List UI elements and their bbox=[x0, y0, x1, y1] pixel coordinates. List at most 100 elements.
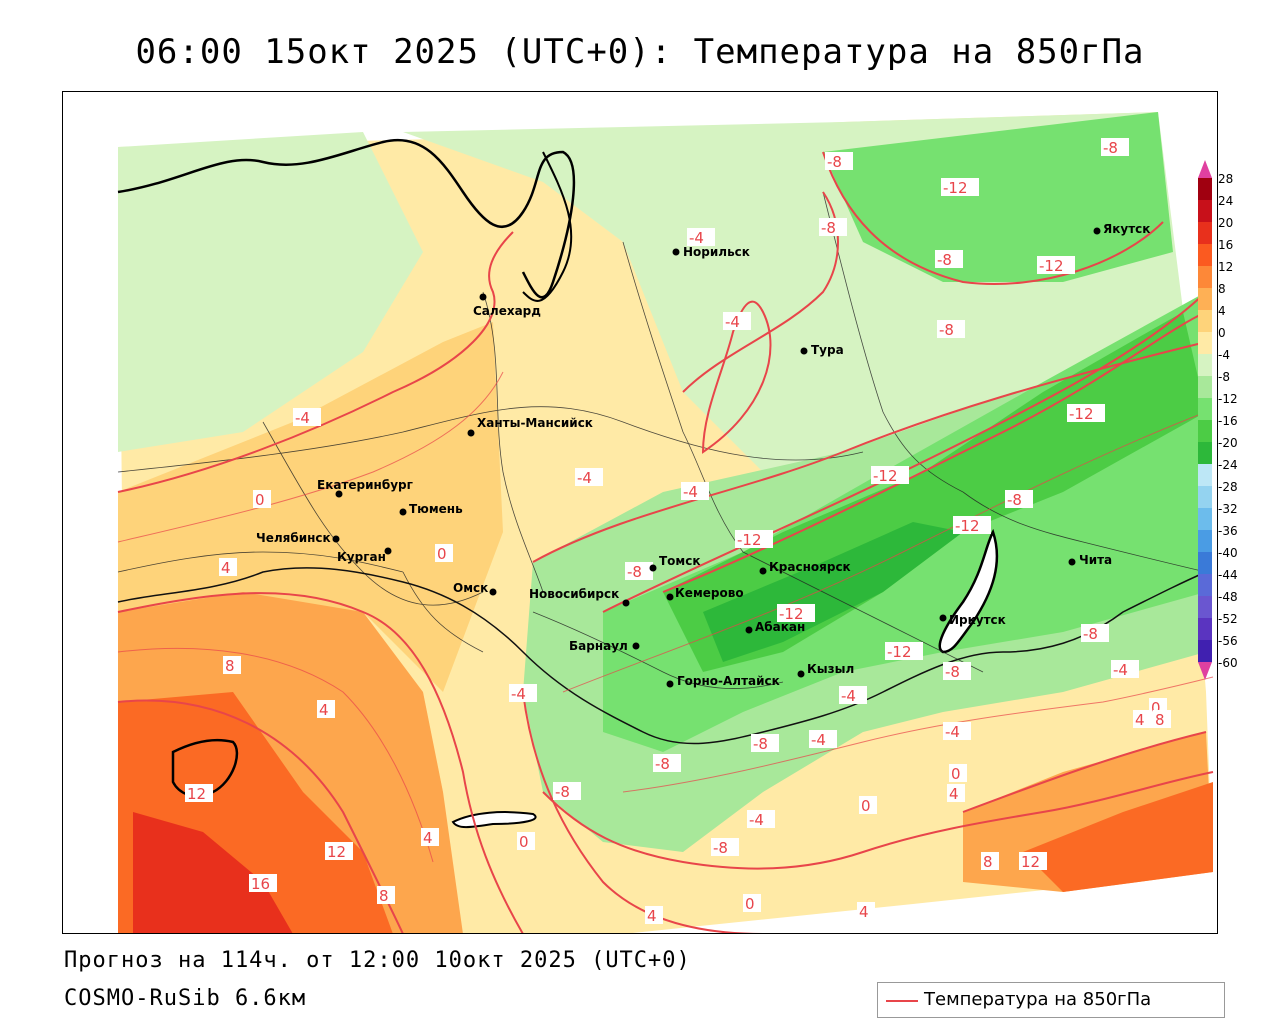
svg-text:-8: -8 bbox=[555, 783, 570, 801]
map-title: 06:00 15окт 2025 (UTC+0): Температура на… bbox=[135, 32, 1145, 72]
svg-text:-8: -8 bbox=[1103, 139, 1118, 157]
iso-label: 0 bbox=[743, 894, 761, 913]
city-tura: Тура bbox=[800, 343, 844, 357]
svg-text:Кемерово: Кемерово bbox=[675, 586, 744, 600]
iso-label: -4 bbox=[809, 730, 837, 749]
city-yekaterinburg: Екатеринбург bbox=[317, 478, 413, 498]
iso-label: -8 bbox=[943, 662, 971, 681]
svg-text:4: 4 bbox=[859, 903, 869, 921]
colorbar-tick: 4 bbox=[1218, 304, 1226, 318]
iso-label: 4 bbox=[1133, 710, 1151, 729]
city-kyzyl: Кызыл bbox=[797, 662, 854, 678]
svg-text:4: 4 bbox=[221, 559, 231, 577]
svg-text:12: 12 bbox=[327, 843, 346, 861]
iso-label: 12 bbox=[325, 842, 353, 861]
city-omsk: Омск bbox=[453, 581, 497, 596]
svg-text:8: 8 bbox=[379, 887, 389, 905]
svg-text:4: 4 bbox=[1135, 711, 1145, 729]
iso-label: -8 bbox=[937, 320, 965, 339]
iso-label: 4 bbox=[645, 906, 663, 925]
legend-label: Температура на 850гПа bbox=[924, 989, 1152, 1010]
svg-text:Норильск: Норильск bbox=[683, 245, 750, 259]
iso-label: 12 bbox=[185, 784, 213, 803]
svg-text:-8: -8 bbox=[939, 321, 954, 339]
svg-text:-4: -4 bbox=[577, 469, 592, 487]
city-abakan: Абакан bbox=[745, 620, 805, 634]
balkhash-lake bbox=[171, 738, 239, 798]
svg-text:-8: -8 bbox=[821, 219, 836, 237]
svg-text:Абакан: Абакан bbox=[755, 620, 805, 634]
colorbar-tick: -32 bbox=[1218, 502, 1238, 516]
iso-label: 4 bbox=[219, 558, 237, 577]
map-canvas: -8 -8 -12 -8 -8 -12 -4 -4 -8 -12 -4 -4 -… bbox=[117, 112, 1214, 933]
city-barnaul: Барнаул bbox=[569, 639, 640, 653]
svg-text:-8: -8 bbox=[1007, 491, 1022, 509]
svg-text:-12: -12 bbox=[955, 517, 980, 535]
iso-label: -8 bbox=[625, 562, 653, 581]
svg-text:-8: -8 bbox=[1083, 625, 1098, 643]
svg-text:-4: -4 bbox=[841, 687, 856, 705]
svg-text:-4: -4 bbox=[945, 723, 960, 741]
iso-label: -12 bbox=[1067, 404, 1105, 423]
svg-text:-4: -4 bbox=[689, 229, 704, 247]
iso-label: 8 bbox=[981, 852, 999, 871]
svg-text:Кызыл: Кызыл bbox=[807, 662, 854, 676]
svg-text:-4: -4 bbox=[683, 483, 698, 501]
city-yakutsk: Якутск bbox=[1093, 222, 1150, 236]
city-kurgan: Курган bbox=[337, 547, 392, 564]
iso-label: -8 bbox=[653, 754, 681, 773]
iso-label: -4 bbox=[575, 468, 603, 487]
svg-text:-8: -8 bbox=[655, 755, 670, 773]
svg-text:12: 12 bbox=[187, 785, 206, 803]
svg-text:Салехард: Салехард bbox=[473, 304, 541, 318]
iso-label: -12 bbox=[885, 642, 923, 661]
svg-text:0: 0 bbox=[255, 491, 265, 509]
colorbar-tick: 8 bbox=[1218, 282, 1226, 296]
zone-cool-west bbox=[118, 132, 423, 452]
svg-text:8: 8 bbox=[1155, 711, 1165, 729]
svg-text:4: 4 bbox=[319, 701, 329, 719]
colorbar-tick: -24 bbox=[1218, 458, 1238, 472]
colorbar-ticks: 28 24 20 16 12 8 4 0 -4 -8 -12 -16 -20 -… bbox=[1218, 172, 1238, 670]
svg-text:-8: -8 bbox=[827, 153, 842, 171]
forecast-info: Прогноз на 114ч. от 12:00 10окт 2025 (UT… bbox=[64, 948, 691, 973]
colorbar-tick: -40 bbox=[1218, 546, 1238, 560]
colorbar-tick: 16 bbox=[1218, 238, 1233, 252]
iso-label: -4 bbox=[747, 810, 775, 829]
iso-label: -8 bbox=[819, 218, 847, 237]
iso-label: -8 bbox=[825, 152, 853, 171]
iso-label: -8 bbox=[553, 782, 581, 801]
svg-text:Тюмень: Тюмень bbox=[409, 502, 463, 516]
svg-text:-12: -12 bbox=[887, 643, 912, 661]
colorbar-tick: -52 bbox=[1218, 612, 1238, 626]
iso-label: -4 bbox=[681, 482, 709, 501]
iso-label: -8 bbox=[711, 838, 739, 857]
iso-label: 0 bbox=[435, 544, 453, 563]
iso-label: 0 bbox=[859, 796, 877, 815]
model-info: COSMO-RuSib 6.6км bbox=[64, 986, 307, 1011]
iso-label: 12 bbox=[1019, 852, 1047, 871]
iso-label: -4 bbox=[1111, 660, 1139, 679]
temperature-map: -8 -8 -12 -8 -8 -12 -4 -4 -8 -12 -4 -4 -… bbox=[62, 91, 1218, 934]
svg-text:-4: -4 bbox=[295, 409, 310, 427]
iso-label: -8 bbox=[1005, 490, 1033, 509]
svg-text:-12: -12 bbox=[737, 531, 762, 549]
svg-text:-12: -12 bbox=[1069, 405, 1094, 423]
legend: Температура на 850гПа bbox=[877, 982, 1225, 1018]
svg-text:Горно-Алтайск: Горно-Алтайск bbox=[677, 674, 780, 688]
svg-text:-12: -12 bbox=[1039, 257, 1064, 275]
svg-text:-12: -12 bbox=[943, 179, 968, 197]
colorbar-tick: -4 bbox=[1218, 348, 1230, 362]
iso-label: -12 bbox=[777, 604, 815, 623]
colorbar-tick: 12 bbox=[1218, 260, 1233, 274]
iso-label: 8 bbox=[1153, 710, 1171, 729]
iso-label: -4 bbox=[509, 684, 537, 703]
city-khanty-mansiysk: Ханты-Мансийск bbox=[467, 416, 593, 437]
svg-text:-4: -4 bbox=[1113, 661, 1128, 679]
iso-label: 8 bbox=[377, 886, 395, 905]
iso-label: -4 bbox=[723, 312, 751, 331]
svg-text:4: 4 bbox=[949, 785, 959, 803]
svg-text:8: 8 bbox=[983, 853, 993, 871]
city-krasnoyarsk: Красноярск bbox=[759, 560, 851, 575]
svg-text:-8: -8 bbox=[753, 735, 768, 753]
